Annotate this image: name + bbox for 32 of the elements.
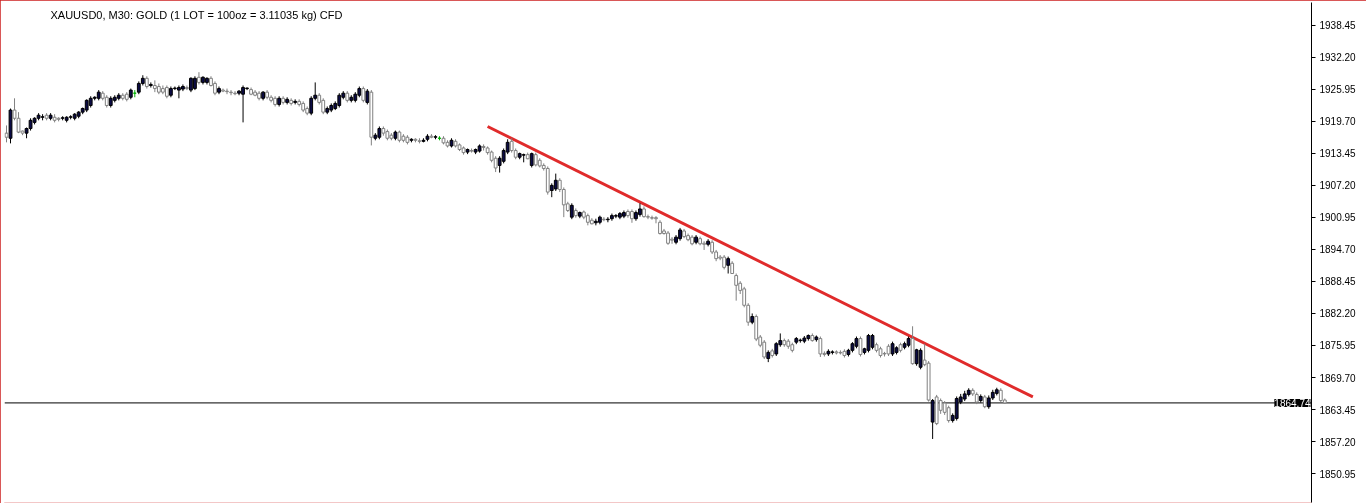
y-tick-label: 1857.20 — [1319, 436, 1357, 448]
candlestick — [638, 202, 642, 218]
y-tick-label: 1900.95 — [1319, 212, 1357, 224]
y-tick-label: 1919.70 — [1319, 116, 1357, 128]
y-tick-label: 1863.45 — [1319, 404, 1357, 416]
y-tick-label: 1938.45 — [1319, 20, 1357, 32]
candlestick — [225, 88, 229, 95]
y-tick-label: 1850.95 — [1319, 468, 1357, 480]
candlestick — [197, 71, 201, 85]
candlestick — [754, 313, 759, 342]
y-tick-label: 1869.70 — [1319, 372, 1357, 384]
y-tick-label: 1932.20 — [1319, 52, 1357, 64]
candlestick — [177, 84, 181, 99]
ref-line-label: 1864.74 — [1274, 397, 1311, 409]
candlestick — [309, 95, 314, 116]
candlestick — [545, 165, 550, 196]
y-tick-label: 1894.70 — [1319, 244, 1357, 256]
y-tick-label: 1907.20 — [1319, 180, 1357, 192]
candlestick — [626, 208, 630, 219]
candlestick — [762, 339, 767, 360]
y-tick-label: 1913.45 — [1319, 148, 1357, 160]
candlestick — [614, 213, 618, 219]
y-tick-label: 1875.95 — [1319, 340, 1357, 352]
y-tick-label: 1882.20 — [1319, 308, 1357, 320]
candlestick — [670, 236, 674, 245]
text: XAUUSD0, M30: GOLD (1 LOT = 100oz = 3.11035 kg) CFD — [50, 8, 343, 21]
candlestick — [185, 84, 189, 91]
y-tick-label: 1925.95 — [1319, 84, 1357, 96]
candlestick — [650, 215, 654, 221]
y-tick-label: 1888.45 — [1319, 276, 1357, 288]
candlestick — [630, 208, 634, 224]
candlestick — [241, 84, 245, 123]
